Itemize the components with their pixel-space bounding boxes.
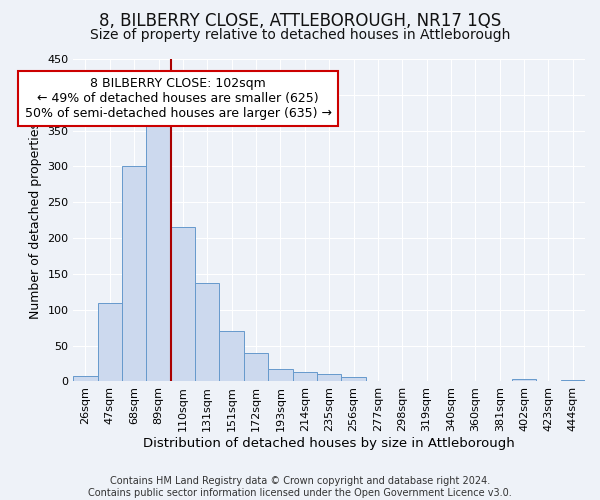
Bar: [512, 380, 536, 382]
Bar: [293, 372, 317, 382]
Bar: [171, 228, 195, 382]
Bar: [98, 302, 122, 382]
Bar: [341, 377, 365, 382]
Bar: [268, 370, 293, 382]
Text: Contains HM Land Registry data © Crown copyright and database right 2024.
Contai: Contains HM Land Registry data © Crown c…: [88, 476, 512, 498]
Y-axis label: Number of detached properties: Number of detached properties: [29, 122, 42, 318]
Bar: [146, 124, 171, 382]
Bar: [122, 166, 146, 382]
Bar: [317, 374, 341, 382]
Bar: [220, 332, 244, 382]
Bar: [73, 376, 98, 382]
Bar: [195, 284, 220, 382]
Bar: [560, 380, 585, 382]
Text: 8 BILBERRY CLOSE: 102sqm
← 49% of detached houses are smaller (625)
50% of semi-: 8 BILBERRY CLOSE: 102sqm ← 49% of detach…: [25, 77, 332, 120]
Bar: [244, 353, 268, 382]
X-axis label: Distribution of detached houses by size in Attleborough: Distribution of detached houses by size …: [143, 437, 515, 450]
Text: 8, BILBERRY CLOSE, ATTLEBOROUGH, NR17 1QS: 8, BILBERRY CLOSE, ATTLEBOROUGH, NR17 1Q…: [99, 12, 501, 30]
Text: Size of property relative to detached houses in Attleborough: Size of property relative to detached ho…: [90, 28, 510, 42]
